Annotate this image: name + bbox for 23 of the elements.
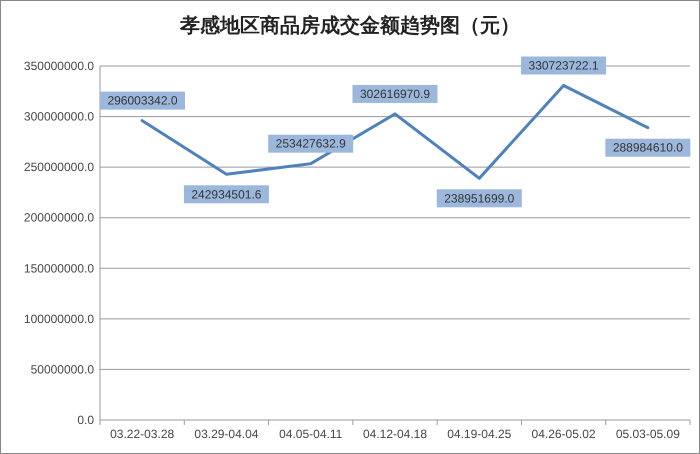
data-label: 296003342.0 xyxy=(107,94,178,108)
x-tick-label: 04.12-04.18 xyxy=(362,427,428,441)
data-label: 302616970.9 xyxy=(360,86,430,101)
x-tick-label: 04.05-04.11 xyxy=(279,427,343,441)
chart-title: 孝感地区商品房成交金额趋势图（元） xyxy=(179,13,520,37)
x-tick-label: 03.29-04.04 xyxy=(194,427,259,441)
x-tick-label: 04.19-04.25 xyxy=(447,427,512,441)
x-tick-label: 03.22-03.28 xyxy=(110,427,174,441)
data-label: 288984610.0 xyxy=(612,140,684,155)
y-tick-label: 300000000.0 xyxy=(24,110,94,124)
x-tick-label: 04.26-05.02 xyxy=(532,427,596,441)
y-tick-label: 100000000.0 xyxy=(24,312,94,326)
y-tick-label: 350000000.0 xyxy=(24,59,94,73)
y-tick-label: 150000000.0 xyxy=(24,261,94,276)
y-tick-label: 200000000.0 xyxy=(24,210,94,225)
y-tick-label: 0.0 xyxy=(77,413,94,427)
data-label: 253427632.9 xyxy=(276,136,346,151)
y-tick-label: 250000000.0 xyxy=(24,160,94,174)
x-tick-label: 05.03-05.09 xyxy=(616,427,680,441)
y-tick-label: 50000000.0 xyxy=(30,362,94,376)
data-label: 238951699.0 xyxy=(444,191,515,206)
data-label: 330723722.1 xyxy=(528,58,599,72)
data-label: 242934501.6 xyxy=(191,187,262,202)
